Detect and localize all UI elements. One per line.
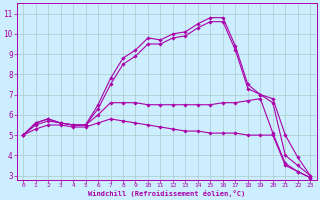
X-axis label: Windchill (Refroidissement éolien,°C): Windchill (Refroidissement éolien,°C) <box>88 190 245 197</box>
